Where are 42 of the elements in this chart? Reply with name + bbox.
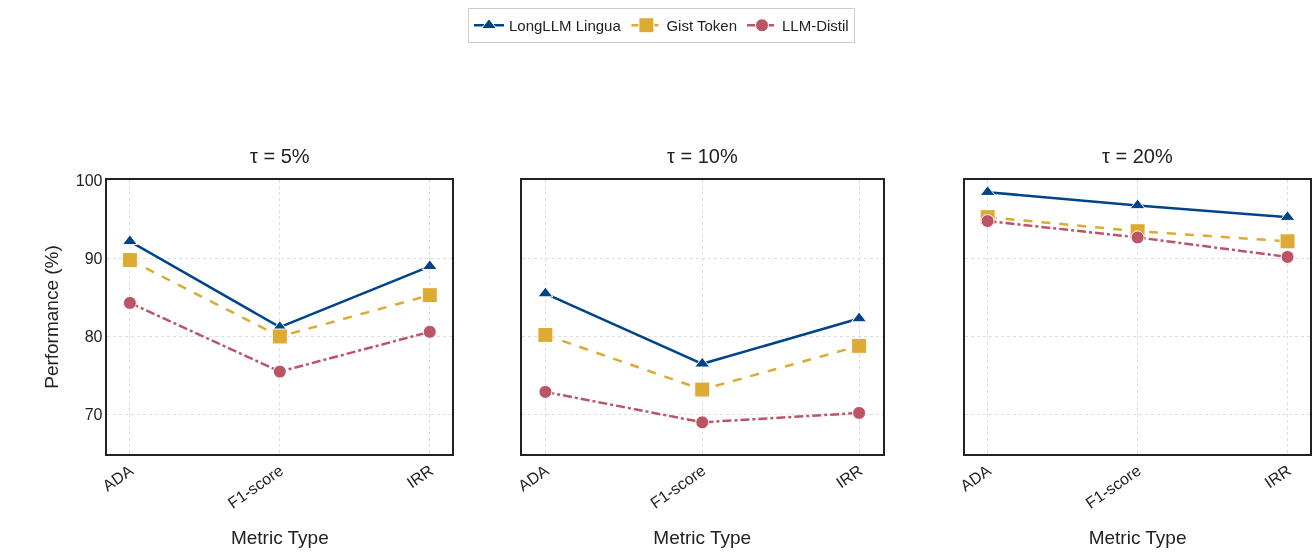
point: [694, 381, 711, 398]
point: [121, 252, 138, 269]
point: [422, 324, 437, 339]
point: [694, 356, 711, 368]
point: [538, 384, 553, 399]
chart-title: τ = 20%: [1102, 145, 1173, 167]
legend-label: LongLLM Lingua: [509, 17, 622, 35]
point: [122, 295, 137, 310]
point: [1130, 230, 1145, 245]
x-axis-title: Metric Type: [230, 526, 329, 548]
point: [272, 364, 287, 379]
x-tick-label: IRR: [833, 461, 866, 492]
y-axis-title: Performance (%): [41, 245, 63, 389]
y-tick-label: 70: [84, 406, 103, 424]
point: [1129, 198, 1146, 210]
point: [421, 259, 438, 271]
x-tick-label: ADA: [957, 461, 995, 495]
point: [537, 286, 554, 298]
legend-label: LLM-Distil: [782, 17, 849, 35]
point: [271, 328, 288, 345]
x-tick-label: IRR: [403, 461, 437, 492]
legend-label: Gist Token: [666, 17, 738, 35]
point: [421, 287, 438, 304]
point: [851, 337, 868, 354]
point: [695, 415, 710, 430]
chart-title: τ = 10%: [667, 145, 738, 167]
x-tick-label: ADA: [514, 461, 552, 495]
x-tick-label: IRR: [1261, 461, 1294, 492]
y-tick-label: 100: [75, 172, 103, 190]
y-tick-label: 80: [84, 328, 103, 346]
point: [852, 405, 867, 420]
x-axis-title: Metric Type: [1088, 526, 1187, 548]
point: [980, 214, 995, 229]
point: [851, 311, 868, 323]
chart-title: τ = 5%: [250, 145, 310, 167]
y-tick-label: 90: [84, 250, 103, 268]
x-tick-label: ADA: [99, 461, 137, 495]
point: [537, 326, 554, 343]
point: [1280, 249, 1295, 264]
x-axis-title: Metric Type: [653, 526, 752, 548]
point: [121, 234, 138, 246]
point: [1279, 233, 1296, 250]
